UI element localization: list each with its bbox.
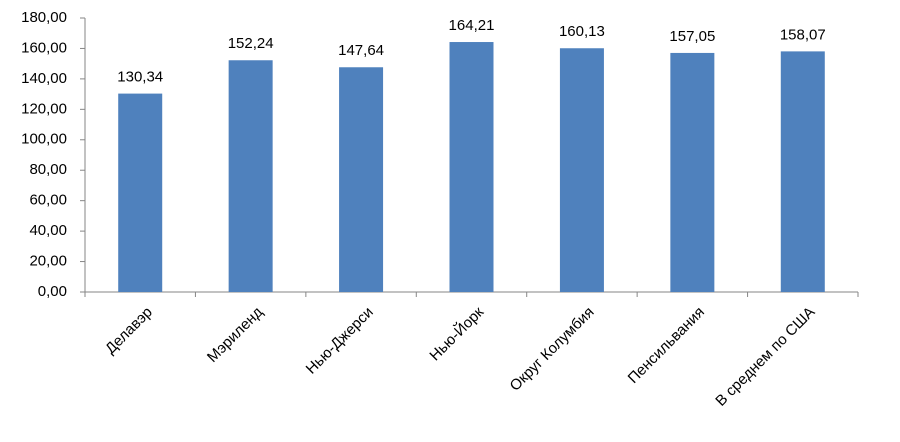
x-tick-label: Мэриленд	[204, 303, 267, 366]
x-tick-label: Нью-Джерси	[303, 304, 377, 378]
y-tick-label: 180,00	[21, 9, 67, 26]
y-tick-label: 80,00	[29, 161, 67, 178]
bar	[670, 52, 715, 293]
y-tick-label: 140,00	[21, 70, 67, 87]
x-tick-label: Округ Колумбия	[507, 304, 598, 395]
y-tick-label: 120,00	[21, 100, 67, 117]
value-label: 157,05	[669, 28, 715, 45]
value-label: 160,13	[559, 23, 605, 40]
bar	[118, 93, 163, 292]
y-tick-label: 0,00	[38, 283, 67, 300]
x-tick-label: В среднем по США	[712, 304, 818, 410]
y-tick-label: 60,00	[29, 192, 67, 209]
x-tick-label: Делавэр	[102, 304, 156, 358]
value-label: 164,21	[449, 17, 495, 34]
value-label: 147,64	[338, 42, 384, 59]
y-tick-label: 160,00	[21, 39, 67, 56]
bar	[559, 48, 604, 293]
bar	[780, 51, 825, 293]
value-label: 130,34	[117, 69, 163, 86]
bar	[339, 67, 384, 292]
bar	[228, 60, 273, 292]
bar	[449, 42, 494, 292]
y-tick-label: 20,00	[29, 253, 67, 270]
y-tick-label: 100,00	[21, 131, 67, 148]
x-tick-label: Пенсильвания	[625, 304, 708, 387]
x-tick-label: Нью-Йорк	[426, 303, 488, 365]
y-tick-label: 40,00	[29, 222, 67, 239]
value-label: 158,07	[780, 26, 826, 43]
value-label: 152,24	[228, 35, 274, 52]
